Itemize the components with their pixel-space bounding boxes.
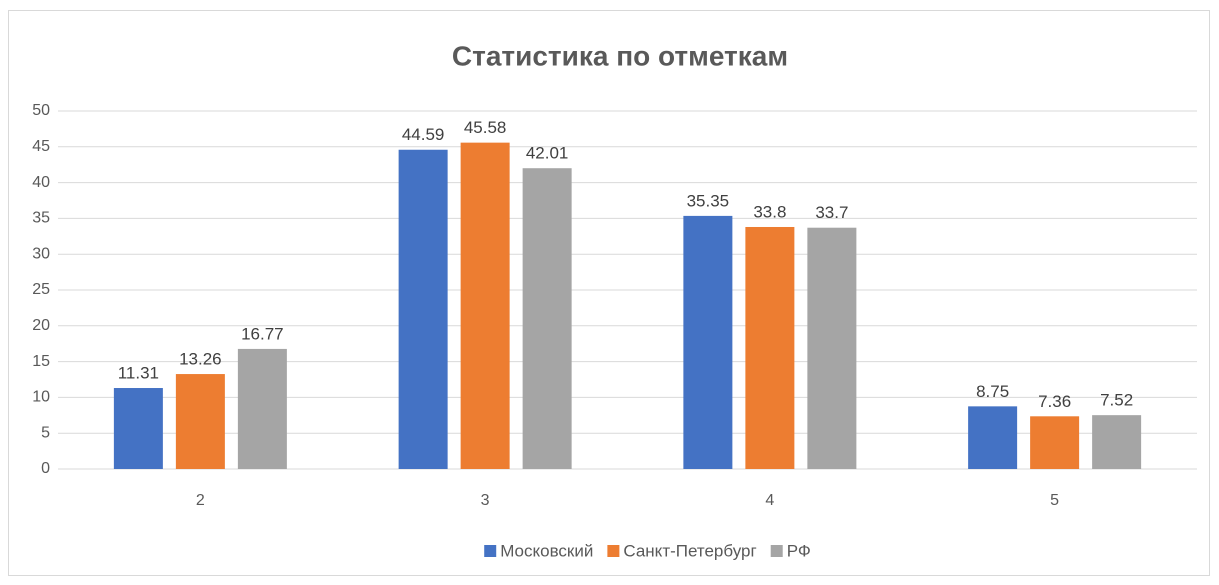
- bar: [968, 406, 1018, 469]
- chart-border: [8, 10, 1210, 576]
- bar: [113, 388, 163, 469]
- bar: [807, 227, 857, 469]
- data-label: 13.26: [179, 350, 222, 369]
- legend-label: РФ: [787, 541, 811, 560]
- data-label: 45.58: [464, 118, 507, 137]
- bar: [522, 168, 572, 469]
- legend-label: Санкт-Петербург: [623, 541, 756, 560]
- bar: [1030, 416, 1080, 469]
- data-label: 11.31: [118, 364, 159, 383]
- x-tick-label: 2: [196, 492, 205, 509]
- y-tick-label: 30: [32, 245, 50, 262]
- legend-swatch: [484, 545, 497, 557]
- y-tick-label: 20: [32, 317, 50, 334]
- y-tick-label: 45: [32, 138, 50, 155]
- chart-title: Статистика по отметкам: [452, 40, 788, 71]
- x-tick-label: 5: [1050, 492, 1059, 509]
- x-tick-label: 4: [765, 492, 774, 509]
- bar: [398, 149, 448, 469]
- data-label: 16.77: [241, 324, 284, 343]
- legend-swatch: [607, 545, 620, 557]
- data-label: 33.8: [753, 202, 786, 221]
- y-tick-label: 25: [32, 281, 50, 298]
- y-tick-label: 15: [32, 353, 50, 370]
- data-label: 8.75: [976, 382, 1009, 401]
- bar: [683, 215, 733, 469]
- legend-label: Московский: [500, 541, 593, 560]
- data-label: 7.52: [1100, 391, 1133, 410]
- y-tick-label: 35: [32, 210, 50, 227]
- y-tick-label: 40: [32, 174, 50, 191]
- data-label: 35.35: [687, 191, 730, 210]
- data-label: 7.36: [1038, 392, 1071, 411]
- legend-swatch: [770, 545, 783, 557]
- bar: [745, 226, 795, 469]
- y-tick-label: 0: [41, 460, 50, 477]
- bar: [175, 374, 225, 469]
- data-label: 42.01: [526, 144, 569, 163]
- y-tick-label: 50: [32, 102, 50, 119]
- y-tick-label: 10: [32, 389, 50, 406]
- bar: [460, 142, 510, 469]
- bar: [237, 348, 287, 469]
- x-tick-label: 3: [481, 492, 490, 509]
- y-tick-label: 5: [41, 424, 50, 441]
- bar: [1092, 415, 1142, 469]
- data-label: 33.7: [815, 203, 848, 222]
- data-label: 44.59: [402, 125, 445, 144]
